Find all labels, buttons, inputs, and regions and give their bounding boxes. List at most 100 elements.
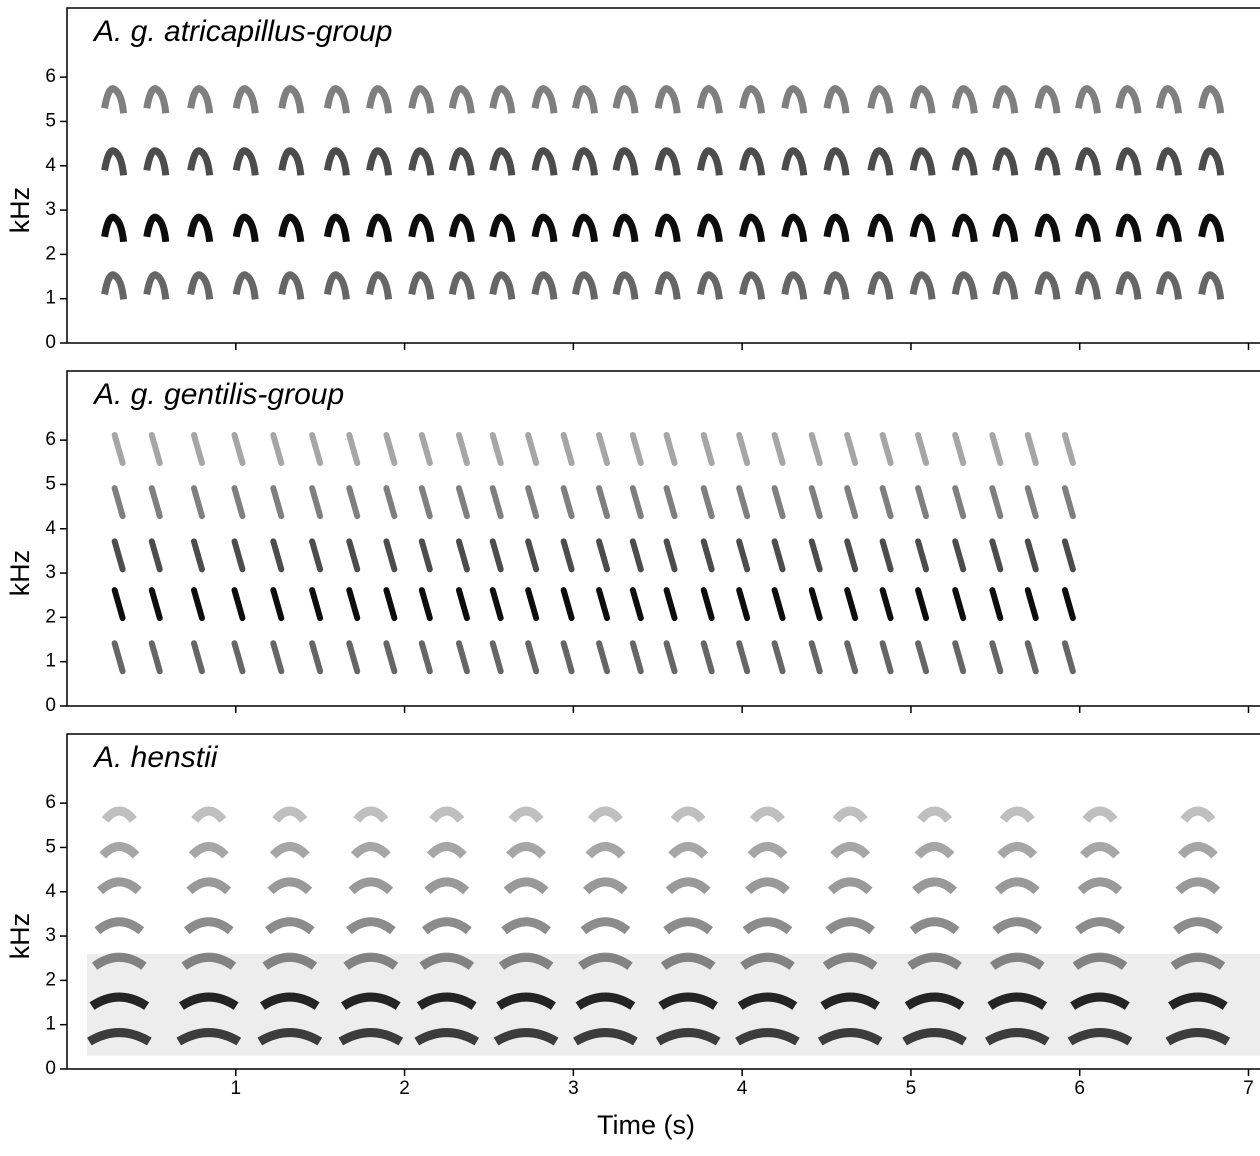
note-harmonic xyxy=(1061,538,1076,573)
note-harmonic xyxy=(808,587,823,622)
note-harmonic xyxy=(915,538,930,573)
note-harmonic xyxy=(823,213,850,243)
note-harmonic xyxy=(1170,952,1226,970)
note-harmonic xyxy=(270,485,285,520)
note-harmonic xyxy=(1156,85,1182,114)
note-harmonic xyxy=(629,431,644,466)
note-harmonic xyxy=(663,485,678,520)
note-harmonic xyxy=(879,431,894,466)
note-harmonic xyxy=(580,917,631,935)
note-harmonic xyxy=(1072,952,1128,970)
note-harmonic xyxy=(188,841,229,859)
note-harmonic xyxy=(101,213,128,243)
note-harmonic xyxy=(489,85,516,114)
note-harmonic xyxy=(429,806,465,823)
x-tick-label: 4 xyxy=(737,1078,748,1099)
note-harmonic xyxy=(278,271,305,300)
y-tick-label: 3 xyxy=(45,199,56,220)
x-tick-label: 2 xyxy=(399,1078,410,1099)
note-harmonic xyxy=(844,485,859,520)
note-harmonic xyxy=(739,85,766,114)
note-harmonic xyxy=(489,147,516,176)
note-harmonic xyxy=(596,485,611,520)
note-harmonic xyxy=(525,538,540,573)
note-harmonic xyxy=(740,952,795,970)
note-harmonic xyxy=(989,952,1045,970)
y-tick-label: 2 xyxy=(45,606,56,627)
y-tick-label: 5 xyxy=(45,473,56,494)
note-harmonic xyxy=(1061,431,1076,466)
note-harmonic xyxy=(822,952,878,970)
note-harmonic xyxy=(323,85,350,114)
plot-frame xyxy=(66,7,1260,344)
note-harmonic xyxy=(232,147,259,176)
note-harmonic xyxy=(1198,213,1225,243)
y-tick-label: 6 xyxy=(45,429,56,450)
note-harmonic xyxy=(989,640,1004,675)
note-harmonic xyxy=(844,431,859,466)
note-harmonic xyxy=(1061,640,1076,675)
note-harmonic xyxy=(418,431,433,466)
note-harmonic xyxy=(111,485,126,520)
note-harmonic xyxy=(915,485,930,520)
note-harmonic xyxy=(663,431,678,466)
note-harmonic xyxy=(323,271,350,300)
x-tick-label: 5 xyxy=(906,1078,917,1099)
note-harmonic xyxy=(101,271,128,300)
note-harmonic xyxy=(366,271,393,300)
note-harmonic xyxy=(309,640,324,675)
note-harmonic xyxy=(414,1028,480,1046)
note-harmonic xyxy=(575,992,636,1010)
note-harmonic xyxy=(747,841,788,859)
note-harmonic xyxy=(187,213,214,243)
note-harmonic xyxy=(418,485,433,520)
note-harmonic xyxy=(781,271,808,300)
note-harmonic xyxy=(997,841,1038,859)
note-harmonic xyxy=(1024,587,1039,622)
note-harmonic xyxy=(909,85,936,114)
note-harmonic xyxy=(1070,992,1130,1010)
note-harmonic xyxy=(269,841,310,859)
note-harmonic xyxy=(629,587,644,622)
note-harmonic xyxy=(739,147,766,176)
note-harmonic xyxy=(909,917,960,935)
note-harmonic xyxy=(700,538,715,573)
note-harmonic xyxy=(418,587,433,622)
note-harmonic xyxy=(700,485,715,520)
note-harmonic xyxy=(323,147,350,176)
y-tick-label: 0 xyxy=(45,332,56,353)
note-harmonic xyxy=(629,485,644,520)
note-harmonic xyxy=(143,213,170,243)
note-harmonic xyxy=(781,213,808,243)
note-harmonic xyxy=(101,85,128,114)
note-harmonic xyxy=(987,992,1048,1010)
note-harmonic xyxy=(999,806,1035,823)
note-harmonic xyxy=(416,992,477,1010)
note-harmonic xyxy=(278,147,305,176)
note-harmonic xyxy=(496,992,556,1010)
note-harmonic xyxy=(148,640,163,675)
note-harmonic xyxy=(1075,213,1101,243)
x-tick-label: 7 xyxy=(1243,1078,1254,1099)
panel: A. g. atricapillus-group 0 1 2 3 4 5 6 kHz xyxy=(5,7,1260,353)
note-harmonic xyxy=(309,538,324,573)
note-harmonic xyxy=(585,841,626,859)
note-harmonic xyxy=(111,640,126,675)
note-harmonic xyxy=(612,147,639,176)
note-harmonic xyxy=(572,147,598,176)
note-harmonic xyxy=(823,85,850,114)
note-harmonic xyxy=(531,271,558,300)
note-harmonic xyxy=(670,806,706,823)
note-harmonic xyxy=(421,917,472,935)
panel: A. henstii 0 1 2 3 4 5 6 1 2 3 4 5 6 7 kHz Time (s) xyxy=(5,733,1260,1140)
note-harmonic xyxy=(531,85,558,114)
note-harmonic xyxy=(736,640,751,675)
note-harmonic xyxy=(952,640,967,675)
note-harmonic xyxy=(952,485,967,520)
note-harmonic xyxy=(267,877,313,895)
note-harmonic xyxy=(735,1028,800,1046)
note-harmonic xyxy=(984,1028,1050,1046)
note-harmonic xyxy=(176,1028,242,1046)
note-harmonic xyxy=(231,640,246,675)
note-harmonic xyxy=(489,431,504,466)
